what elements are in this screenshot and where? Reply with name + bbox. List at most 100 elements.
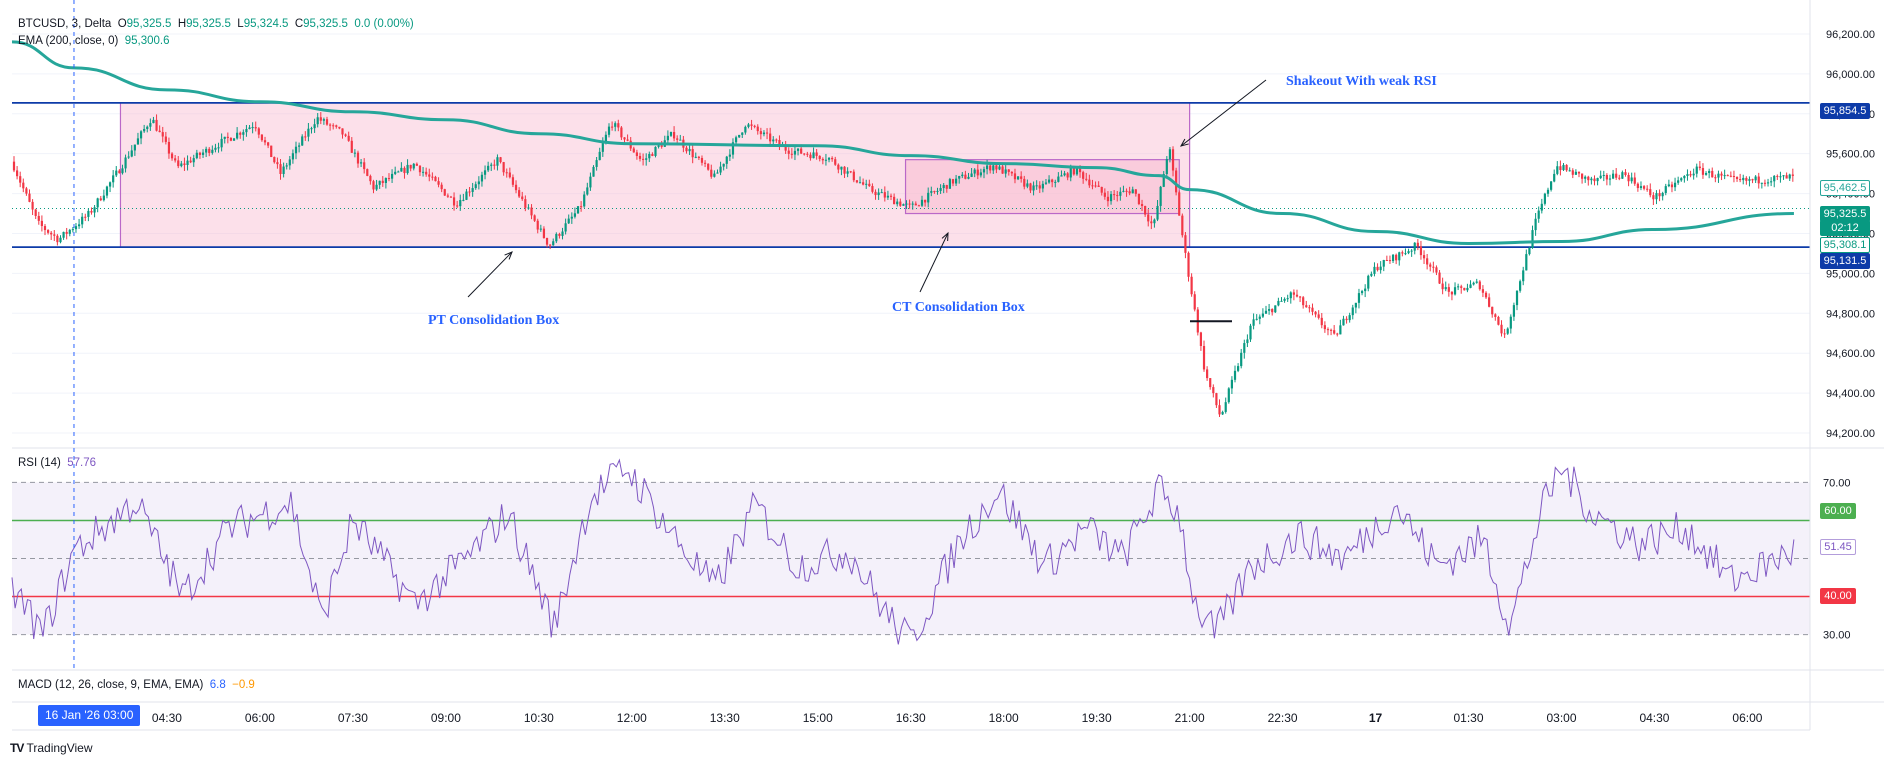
candle-body [889, 195, 893, 197]
candle-body [700, 157, 704, 163]
candle-body [827, 157, 831, 160]
level-lines [12, 101, 1810, 249]
pt-box-arrow-head [504, 251, 513, 260]
candle-body [1754, 176, 1757, 181]
time-tick-label: 12:00 [617, 711, 647, 725]
candle-body [1525, 254, 1528, 271]
ema-line [11, 40, 1794, 245]
low-value: 95,324.5 [243, 18, 289, 30]
price-tag-top-line: 95,854.5 [1820, 103, 1870, 119]
candle-body [1655, 193, 1658, 200]
candle-body [800, 148, 803, 154]
candle-body [1680, 178, 1683, 181]
candle-body [363, 162, 366, 170]
time-tick-label: 04:30 [152, 711, 182, 725]
candle-body [660, 145, 663, 147]
candle-body [1593, 178, 1596, 182]
candle-body [1590, 178, 1593, 181]
candle-body [1624, 172, 1627, 175]
candle-body [1165, 159, 1168, 175]
candle-body [1054, 181, 1057, 183]
candle-body [353, 152, 356, 154]
candle-body [545, 237, 549, 245]
candle-body [102, 195, 105, 201]
candle-body [558, 233, 561, 236]
candle-body [487, 165, 490, 171]
candle-body [1314, 311, 1317, 315]
candle-body [161, 132, 164, 137]
candle-body [1717, 173, 1720, 178]
candle-body [1602, 175, 1605, 177]
candle-body [1215, 393, 1218, 406]
candle-body [511, 177, 515, 185]
candle-body [490, 164, 493, 166]
candle-body [1494, 314, 1497, 317]
candle-body [1503, 333, 1506, 335]
candle-body [1723, 175, 1726, 177]
candle-body [1742, 177, 1745, 181]
price-tick-label: 96,000.00 [1826, 69, 1875, 81]
rsi-pane [11, 458, 1810, 645]
candle-body [713, 173, 716, 177]
candle-body [914, 203, 917, 206]
candle-body [1435, 267, 1438, 273]
pane-frame [12, 0, 1884, 731]
candle-body [824, 159, 828, 161]
time-axis: 04:30 06:00 07:30 09:00 10:30 12:00 13:30 15:00… [152, 711, 1763, 725]
candle-body [793, 150, 797, 155]
candle-body [1711, 170, 1714, 178]
candle-body [1264, 310, 1268, 314]
candle-body [1540, 203, 1543, 211]
candle-body [294, 146, 298, 154]
candle-body [552, 241, 555, 246]
candle-body [1398, 252, 1401, 261]
candle-body [849, 171, 852, 173]
candle-body [139, 131, 143, 139]
candle-body [1150, 221, 1153, 224]
candle-body [948, 179, 951, 189]
candle-body [350, 140, 353, 153]
candle-body [716, 172, 719, 174]
candle-body [397, 171, 400, 173]
candle-body [1125, 190, 1128, 192]
candle-body [1202, 345, 1206, 370]
candle-body [71, 229, 74, 231]
candle-body [1032, 185, 1035, 191]
candle-body [536, 220, 539, 230]
candle-body [84, 216, 87, 218]
candle-body [635, 152, 638, 156]
time-tick-label: 22:30 [1268, 711, 1298, 725]
candle-body [589, 176, 592, 188]
candle-body [542, 228, 546, 238]
candle-body [787, 150, 790, 154]
candle-body [319, 117, 322, 121]
candle-body [821, 158, 824, 161]
candle-body [1060, 175, 1063, 177]
candle-body [1212, 387, 1215, 394]
candle-body [1066, 173, 1069, 178]
candle-body [1351, 307, 1354, 316]
candle-body [598, 151, 601, 161]
candle-body [601, 143, 604, 152]
candle-body [924, 199, 927, 203]
candle-body [961, 174, 964, 177]
candle-body [50, 232, 53, 235]
candle-body [1745, 177, 1748, 181]
candle-body [1348, 315, 1351, 321]
candle-body [462, 199, 465, 201]
candle-body [862, 182, 865, 185]
candle-body [465, 191, 468, 200]
time-tick-label: 03:00 [1546, 711, 1576, 725]
candle-body [641, 158, 645, 160]
candle-body [1292, 292, 1295, 295]
candle-body [651, 154, 654, 156]
candle-body [1450, 291, 1454, 295]
candle-body [1082, 172, 1085, 179]
candle-body [632, 148, 635, 153]
pt-box-arrow [467, 251, 513, 298]
candle-body [1261, 313, 1264, 317]
candle-body [208, 148, 211, 153]
candle-body [387, 178, 391, 180]
candle-body [1311, 307, 1314, 312]
